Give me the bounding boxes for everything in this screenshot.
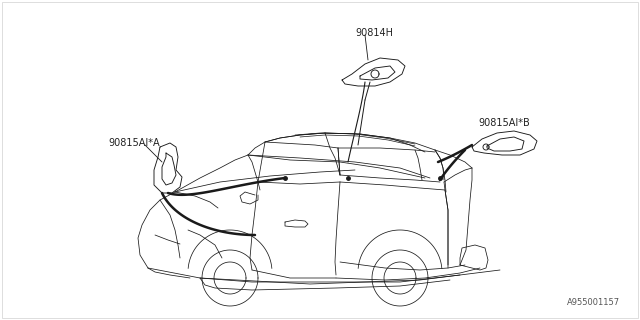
Text: 90815AI*A: 90815AI*A (108, 138, 159, 148)
Text: 90814H: 90814H (355, 28, 393, 38)
Text: 90815AI*B: 90815AI*B (478, 118, 530, 128)
Text: A955001157: A955001157 (567, 298, 620, 307)
